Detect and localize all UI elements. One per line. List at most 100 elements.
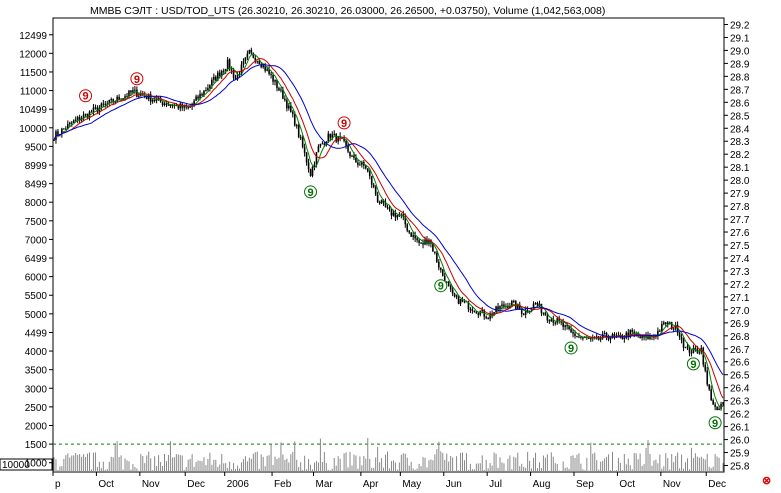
price-body	[566, 325, 568, 327]
price-body	[528, 311, 531, 313]
price-body	[414, 235, 416, 239]
price-body	[692, 347, 695, 353]
price-body	[163, 103, 166, 105]
price-body	[319, 143, 322, 147]
right-tick-label: 28.7	[730, 85, 750, 96]
price-body	[250, 49, 253, 53]
price-body	[501, 304, 503, 306]
price-body	[499, 305, 501, 310]
moving-average-line	[53, 53, 724, 408]
price-body	[404, 216, 407, 225]
left-tick-label: 6499	[25, 254, 48, 265]
price-body	[205, 90, 207, 92]
price-body	[286, 100, 288, 109]
price-body	[552, 319, 555, 323]
price-body	[378, 201, 381, 204]
right-tick-label: 29.2	[730, 20, 750, 31]
price-body	[96, 107, 99, 112]
price-body	[68, 122, 71, 125]
price-body	[365, 165, 367, 169]
left-tick-label: 8999	[25, 161, 48, 172]
price-body	[169, 104, 172, 106]
price-body	[436, 252, 438, 262]
price-body	[607, 336, 610, 340]
price-body	[682, 339, 685, 348]
price-body	[295, 125, 298, 127]
price-body	[578, 336, 580, 338]
x-tick-label: Sep	[576, 479, 594, 490]
price-body	[211, 79, 213, 86]
price-body	[282, 89, 284, 99]
price-body	[57, 131, 59, 135]
price-body	[445, 281, 448, 283]
price-body	[623, 337, 626, 339]
price-body	[61, 128, 63, 135]
price-body	[236, 74, 239, 80]
price-body	[114, 101, 116, 103]
price-body	[63, 128, 65, 130]
price-body	[690, 352, 693, 354]
price-body	[94, 107, 97, 109]
price-body	[290, 105, 292, 113]
price-body	[317, 146, 320, 153]
price-body	[639, 336, 641, 338]
price-body	[380, 200, 383, 204]
right-tick-label: 25.8	[730, 462, 750, 473]
price-body	[368, 171, 371, 177]
price-body	[710, 389, 712, 401]
price-body	[374, 187, 377, 195]
price-body	[712, 400, 714, 405]
price-body	[511, 300, 513, 307]
left-tick-label: 3500	[25, 366, 48, 377]
price-body	[625, 332, 628, 338]
price-body	[609, 337, 612, 340]
signal-marker-ring	[564, 341, 578, 355]
signal-marker-ring	[337, 116, 351, 130]
left-tick-label: 7000	[25, 235, 48, 246]
price-body	[76, 117, 79, 120]
price-body	[392, 212, 395, 216]
price-body	[100, 103, 103, 108]
price-body	[248, 49, 251, 54]
corner-icon[interactable]: ⊗	[762, 475, 771, 487]
price-body	[299, 137, 302, 139]
right-tick-label: 28.5	[730, 111, 750, 122]
price-body	[104, 103, 107, 105]
right-tick-label: 27.9	[730, 189, 750, 200]
left-tick-label: 9500	[25, 142, 48, 153]
price-body	[649, 335, 651, 339]
price-body	[663, 322, 665, 325]
right-tick-label: 27.4	[730, 254, 750, 265]
left-tick-label: 2000	[25, 421, 48, 432]
left-tick-label: 3000	[25, 384, 48, 395]
price-body	[408, 230, 411, 233]
price-body	[335, 133, 338, 142]
price-body	[361, 161, 363, 165]
price-body	[548, 320, 551, 322]
right-tick-label: 27.7	[730, 215, 750, 226]
left-tick-label: 8499	[25, 180, 48, 191]
price-body	[351, 155, 353, 157]
price-body	[218, 72, 221, 77]
price-body	[209, 85, 211, 89]
signal-marker: 9	[307, 187, 313, 199]
right-tick-label: 29.0	[730, 46, 750, 57]
right-tick-label: 27.5	[730, 241, 750, 252]
price-body	[449, 285, 452, 290]
price-body	[588, 337, 590, 339]
price-body	[106, 103, 109, 105]
price-body	[422, 242, 424, 245]
price-body	[704, 364, 707, 371]
signal-marker: 9	[341, 118, 347, 130]
price-body	[532, 303, 535, 309]
price-body	[459, 299, 462, 304]
price-body	[479, 311, 482, 315]
price-body	[67, 124, 69, 129]
left-tick-label: 5000	[25, 310, 48, 321]
price-body	[564, 325, 566, 327]
price-body	[207, 88, 209, 91]
right-tick-label: 28.1	[730, 163, 750, 174]
x-tick-label: Mar	[316, 479, 334, 490]
right-tick-label: 27.2	[730, 280, 750, 291]
price-body	[686, 346, 689, 348]
